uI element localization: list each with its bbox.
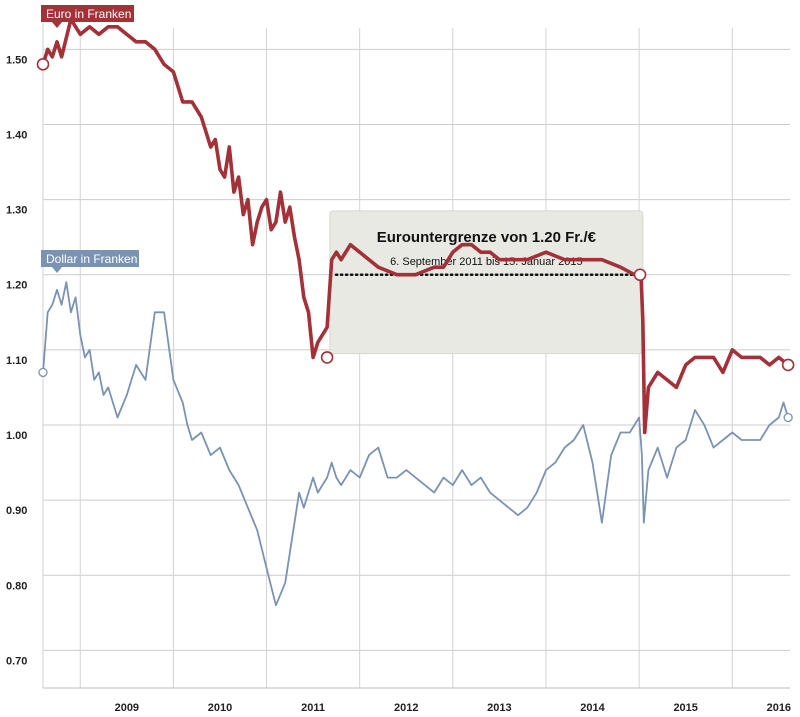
x-tick-label: 2014 [580, 702, 605, 714]
dollar-end-marker [783, 412, 793, 423]
dollar-series-line [42, 281, 789, 607]
y-tick-label: 0.80 [6, 580, 27, 592]
dollar-series-tag: Dollar in Franken [41, 250, 139, 273]
euro-series-tag: Euro in Franken [41, 5, 134, 28]
x-tick-label: 2013 [487, 702, 511, 714]
dollar-start-marker [38, 367, 48, 378]
y-tick-label: 1.50 [6, 54, 27, 66]
x-tick-label: 2016 [767, 702, 791, 714]
floor-annotation: Eurountergrenze von 1.20 Fr./€ 6. Septem… [329, 210, 644, 355]
floor-start-marker [320, 351, 334, 364]
x-tick-label: 2015 [673, 702, 697, 714]
x-tick-label: 2011 [301, 702, 325, 714]
euro-end-marker [781, 358, 795, 372]
floor-end-marker [633, 268, 647, 282]
dollar-tag-label: Dollar in Franken [46, 252, 137, 266]
y-tick-label: 0.70 [6, 655, 27, 667]
euro-series-line [41, 17, 790, 435]
dollar-tag-background [41, 250, 139, 273]
euro-start-marker [36, 58, 50, 71]
series-layer [36, 17, 795, 607]
axis-labels: 0.70 0.80 0.90 1.00 1.10 1.20 1.30 1.40 1.50 2009… [6, 54, 791, 714]
floor-annotation-title: Eurountergrenze von 1.20 Fr./€ [377, 229, 597, 246]
y-tick-label: 1.00 [6, 430, 27, 442]
y-tick-label: 1.40 [6, 129, 27, 141]
x-tick-label: 2009 [115, 702, 139, 714]
y-tick-label: 1.20 [6, 280, 27, 292]
euro-tag-background [41, 5, 134, 28]
y-tick-label: 1.10 [6, 355, 27, 367]
x-tick-label: 2012 [394, 702, 418, 714]
floor-annotation-subtitle: 6. September 2011 bis 15. Januar 2015 [390, 256, 582, 268]
y-tick-label: 0.90 [6, 505, 27, 517]
euro-tag-label: Euro in Franken [46, 7, 131, 21]
y-tick-label: 1.30 [6, 205, 27, 217]
series-tags: Euro in Franken Dollar in Franken [41, 5, 139, 273]
x-tick-label: 2010 [208, 702, 232, 714]
